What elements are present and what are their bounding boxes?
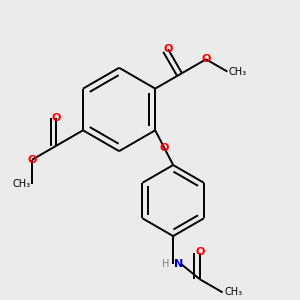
Text: CH₃: CH₃ <box>224 287 242 297</box>
Text: H: H <box>162 259 169 269</box>
Text: O: O <box>164 44 173 54</box>
Text: O: O <box>160 143 169 153</box>
Text: O: O <box>201 54 211 64</box>
Text: N: N <box>174 259 183 269</box>
Text: O: O <box>28 154 37 165</box>
Text: O: O <box>52 113 61 123</box>
Text: CH₃: CH₃ <box>229 67 247 76</box>
Text: CH₃: CH₃ <box>13 179 31 189</box>
Text: O: O <box>195 247 205 256</box>
